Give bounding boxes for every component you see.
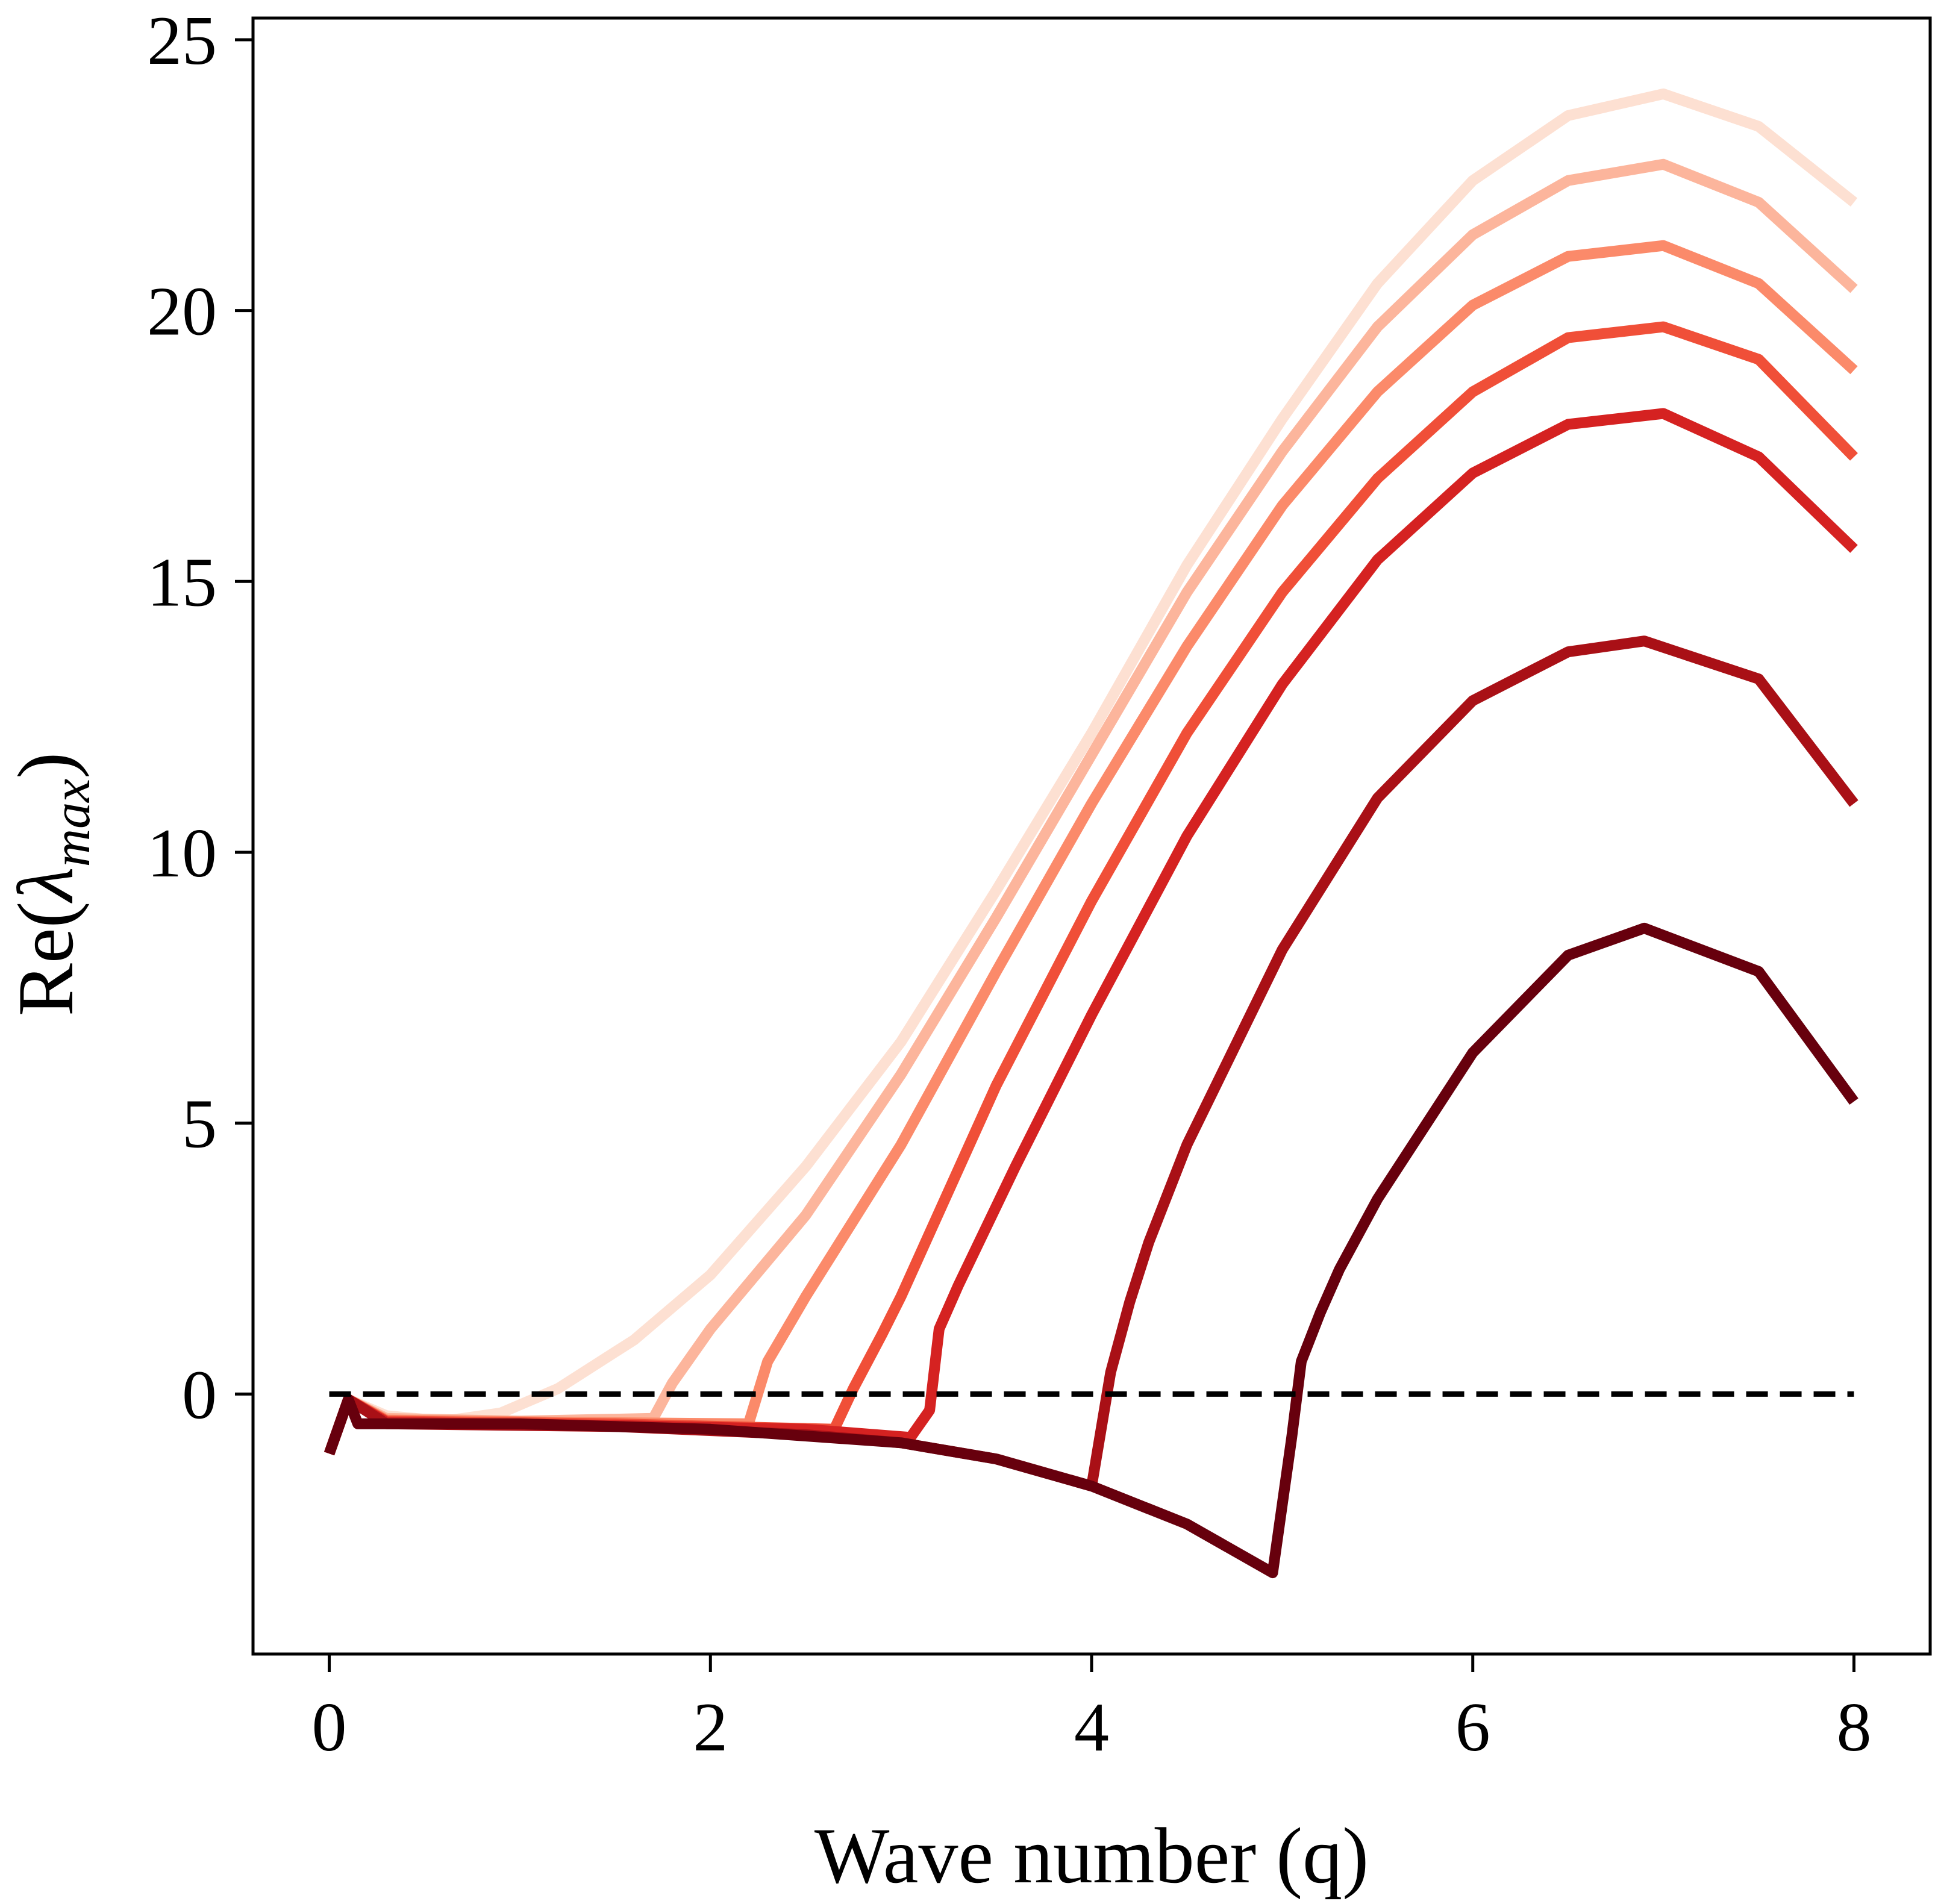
- y-axis-title-prefix: Re(: [1, 902, 90, 1017]
- y-tick-label: 5: [182, 1086, 217, 1163]
- series-line-7: [324, 922, 1858, 1579]
- y-axis-title: Re(λmax): [1, 752, 101, 1016]
- y-tick-label: 25: [147, 2, 217, 80]
- x-tick-label: 6: [1455, 1689, 1490, 1766]
- y-tick-label: 15: [147, 544, 217, 621]
- x-axis-title: Wave number (q): [814, 1811, 1369, 1900]
- series-layer: [324, 88, 1858, 1579]
- x-tick-label: 4: [1074, 1689, 1109, 1766]
- y-tick-label: 20: [147, 273, 217, 351]
- x-tick-label: 2: [693, 1689, 728, 1766]
- y-tick-label: 0: [182, 1356, 217, 1434]
- x-tick-label: 0: [312, 1689, 347, 1766]
- y-axis-title-suffix: ): [1, 752, 90, 779]
- y-axis: 0 5 10 15 20 25: [147, 2, 253, 1434]
- y-axis-title-subscript: max: [43, 779, 101, 867]
- x-axis: 0 2 4 6 8: [312, 1654, 1871, 1766]
- y-tick-label: 10: [147, 815, 217, 892]
- y-axis-title-symbol: λ: [1, 867, 90, 904]
- x-tick-label: 8: [1836, 1689, 1871, 1766]
